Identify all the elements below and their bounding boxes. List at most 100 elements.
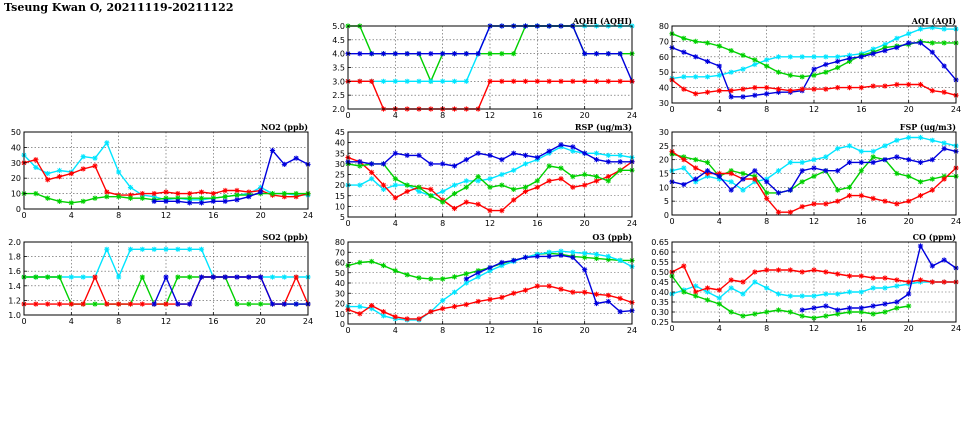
data-point-green [882, 309, 888, 315]
data-point-green [870, 154, 876, 160]
x-tick-label: 16 [208, 317, 218, 326]
data-point-red [716, 170, 722, 177]
data-point-blue [823, 303, 829, 309]
data-point-green [534, 178, 540, 184]
data-point-red [582, 289, 588, 295]
data-point-cyan [546, 249, 552, 255]
data-point-cyan [392, 182, 398, 188]
data-point-green [605, 256, 611, 263]
data-point-blue [605, 51, 611, 57]
y-tick-label: 80 [659, 22, 669, 31]
data-point-blue [570, 254, 576, 260]
data-point-red [487, 78, 493, 84]
y-tick-label: 20 [335, 181, 345, 190]
x-tick-label: 12 [809, 217, 819, 226]
y-tick-label: 40 [335, 139, 345, 148]
data-point-blue [882, 157, 888, 163]
data-point-blue [593, 51, 600, 57]
data-point-red [728, 170, 734, 177]
data-point-red [558, 78, 564, 84]
data-point-cyan [716, 72, 722, 78]
x-tick-label: 0 [669, 105, 674, 114]
data-point-red [487, 296, 493, 302]
data-point-red [56, 174, 63, 180]
data-point-blue [787, 187, 793, 193]
data-point-red [151, 191, 157, 197]
data-point-cyan [775, 168, 782, 174]
data-point-red [740, 86, 746, 92]
x-tick-label: 4 [69, 211, 74, 220]
y-tick-label: 45 [335, 128, 345, 137]
data-point-blue [858, 305, 864, 311]
data-point-green [846, 184, 853, 190]
data-point-red [104, 301, 110, 307]
data-point-cyan [823, 291, 829, 297]
data-point-green [799, 74, 805, 80]
y-tick-label: 1.4 [8, 282, 21, 291]
data-point-red [764, 267, 770, 273]
data-point-blue [681, 181, 687, 188]
data-point-green [440, 276, 446, 282]
data-point-cyan [693, 74, 699, 80]
data-point-cyan [139, 246, 145, 252]
data-point-red [740, 279, 746, 285]
data-point-red [570, 78, 576, 84]
data-point-blue [716, 63, 722, 69]
data-point-red [511, 197, 517, 203]
data-point-blue [917, 159, 924, 166]
x-tick-label: 0 [345, 326, 350, 335]
data-point-red [475, 298, 481, 305]
data-point-cyan [704, 74, 711, 80]
data-point-green [752, 173, 758, 179]
data-point-blue [546, 148, 552, 154]
data-point-red [787, 209, 793, 215]
x-tick-label: 24 [951, 217, 961, 226]
y-tick-label: 3.5 [332, 64, 345, 73]
data-point-blue [210, 274, 216, 280]
data-point-green [380, 262, 387, 269]
data-point-green [929, 176, 935, 182]
data-point-red [546, 78, 552, 84]
data-point-green [463, 271, 469, 277]
data-point-cyan [463, 178, 469, 184]
data-point-red [499, 294, 505, 300]
data-point-cyan [787, 293, 793, 299]
data-point-red [222, 187, 228, 194]
x-tick-label: 4 [717, 217, 722, 226]
data-point-blue [894, 44, 900, 51]
data-point-red [499, 78, 505, 84]
data-point-green [570, 174, 576, 180]
data-point-blue [487, 152, 493, 158]
data-point-red [593, 78, 600, 84]
data-point-red [811, 267, 817, 273]
y-tick-label: 20 [335, 300, 345, 309]
data-point-green [404, 272, 410, 278]
x-tick-label: 12 [485, 111, 495, 120]
data-point-cyan [33, 164, 39, 171]
y-tick-label: 70 [659, 37, 669, 46]
y-tick-label: 10 [335, 310, 345, 319]
data-point-red [198, 189, 205, 195]
data-point-cyan [369, 176, 375, 182]
data-point-green [582, 171, 588, 178]
chart-co: 0.250.300.350.400.450.500.550.600.65 0 4 8 1… [651, 232, 961, 333]
data-point-green [198, 195, 205, 201]
data-point-green [811, 173, 817, 179]
data-point-green [681, 35, 687, 41]
y-tick-label: 30 [335, 289, 345, 298]
data-point-red [681, 86, 687, 92]
data-point-cyan [894, 35, 900, 41]
x-tick-label: 12 [485, 326, 495, 335]
data-point-blue [163, 274, 169, 280]
data-point-green [222, 194, 228, 200]
data-point-green [428, 193, 434, 199]
data-point-green [499, 182, 505, 188]
data-point-green [605, 178, 611, 184]
data-point-cyan [522, 161, 529, 167]
data-point-green [704, 40, 711, 46]
x-tick-label: 12 [161, 317, 171, 326]
data-point-blue [764, 179, 770, 185]
data-point-red [894, 81, 900, 88]
x-tick-label: 4 [393, 326, 398, 335]
data-point-red [404, 188, 410, 195]
